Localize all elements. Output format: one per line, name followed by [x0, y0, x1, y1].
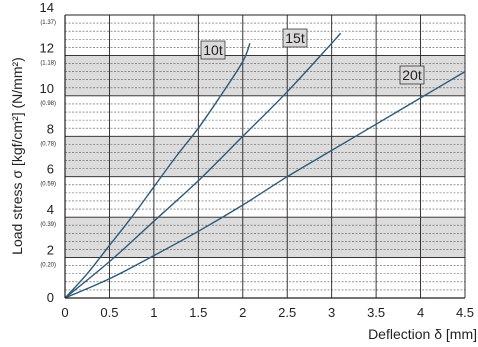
grid-band — [65, 55, 465, 96]
y-tick-sublabel: (0.20) — [40, 263, 56, 269]
grid-band — [65, 136, 465, 177]
y-tick-label: 12 — [40, 40, 54, 55]
y-tick-sublabel: (0.98) — [40, 101, 56, 107]
x-tick-label: 4 — [417, 305, 424, 320]
series-label-10t: 10t — [203, 42, 223, 58]
y-tick-label: 6 — [47, 162, 54, 177]
series-line-10t — [64, 43, 251, 299]
x-tick-label: 1 — [150, 305, 157, 320]
x-tick-label: 4.5 — [456, 305, 474, 320]
series-label-box — [282, 28, 308, 48]
x-tick-label: 2 — [239, 305, 246, 320]
x-tick-label: 3 — [328, 305, 335, 320]
x-tick-label: 1.5 — [189, 305, 207, 320]
series-label-20t: 20t — [402, 67, 422, 83]
series-labels: 10t 15t 20t — [200, 28, 425, 85]
y-tick-sublabel: (1.37) — [40, 20, 56, 26]
y-tick-label: 14 — [40, 0, 54, 15]
y-tick-sublabel: (0.59) — [40, 182, 56, 188]
x-tick-labels: 0 0.5 1 1.5 2 2.5 3 3.5 4 4.5 — [61, 305, 474, 320]
series-label-15t: 15t — [285, 30, 305, 46]
x-tick-label: 0 — [61, 305, 68, 320]
y-tick-label: 0 — [47, 290, 54, 305]
y-tick-sublabel: (0.39) — [40, 222, 56, 228]
y-tick-label: 8 — [47, 121, 54, 136]
x-tick-label: 0.5 — [100, 305, 118, 320]
y-tick-label: 10 — [40, 81, 54, 96]
plot-axes — [64, 15, 465, 299]
x-tick-label: 2.5 — [278, 305, 296, 320]
y-tick-sublabel: (1.18) — [40, 60, 56, 66]
plot-background-bands — [65, 55, 465, 258]
y-tick-label: 4 — [47, 202, 54, 217]
plot-grid — [65, 14, 466, 298]
series-line-15t — [64, 32, 342, 299]
y-tick-label: 2 — [47, 243, 54, 258]
x-tick-label: 3.5 — [367, 305, 385, 320]
series-label-box — [200, 40, 226, 60]
x-axis-title: Deflection δ [mm] — [368, 326, 477, 342]
grid-band — [65, 217, 465, 258]
series-lines — [64, 32, 466, 299]
series-line-20t — [64, 70, 466, 299]
y-tick-sublabel: (0.78) — [40, 141, 56, 147]
series-label-box — [399, 65, 425, 85]
y-tick-labels: 0 2 (0.20) 4 (0.39) 6 (0.59) 8 (0.78) 10 (0.98) 12 (… — [40, 0, 56, 305]
y-axis-title: Load stress σ [kgf/cm²] (N/mm²) — [9, 57, 25, 255]
